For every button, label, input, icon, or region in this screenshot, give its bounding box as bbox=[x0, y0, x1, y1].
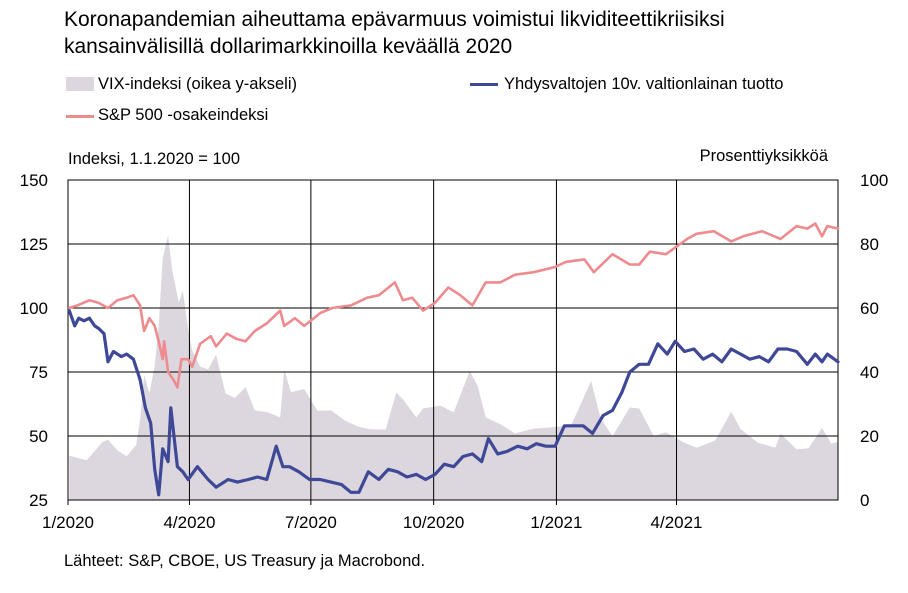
x-tick-label: 1/2021 bbox=[530, 513, 582, 532]
plot-frame bbox=[67, 179, 839, 501]
chart-title-line-1: Koronapandemian aiheuttama epävarmuus vo… bbox=[64, 8, 725, 31]
x-tick-label: 7/2020 bbox=[285, 513, 337, 532]
y-right-tick-label: 100 bbox=[860, 171, 888, 190]
y-right-tick-label: 80 bbox=[860, 235, 879, 254]
right-axis-label: Prosenttiyksikköä bbox=[700, 147, 829, 165]
y-left-tick-label: 125 bbox=[20, 235, 48, 254]
x-tick-label: 4/2021 bbox=[651, 513, 703, 532]
series-vix-area bbox=[69, 235, 839, 500]
chart-title-line-2: kansainvälisillä dollarimarkkinoilla kev… bbox=[64, 35, 513, 58]
x-tick-label: 4/2020 bbox=[163, 513, 215, 532]
y-left-tick-label: 25 bbox=[29, 491, 48, 510]
y-right-tick-label: 20 bbox=[860, 427, 879, 446]
series-sp500-line bbox=[68, 222, 840, 389]
series-yield-line bbox=[67, 309, 840, 497]
x-tick-label: 1/2020 bbox=[42, 513, 94, 532]
left-axis-label: Indeksi, 1.1.2020 = 100 bbox=[68, 150, 240, 168]
y-left-tick-label: 100 bbox=[20, 299, 48, 318]
y-right-tick-label: 60 bbox=[860, 299, 879, 318]
y-left-tick-label: 50 bbox=[29, 427, 48, 446]
chart-title: Koronapandemian aiheuttama epävarmuus vo… bbox=[64, 6, 894, 60]
x-tick-label: 10/2020 bbox=[403, 513, 464, 532]
y-right-tick-label: 0 bbox=[860, 491, 869, 510]
y-left-tick-label: 150 bbox=[20, 171, 48, 190]
y-left-tick-label: 75 bbox=[29, 363, 48, 382]
y-right-tick-label: 40 bbox=[860, 363, 879, 382]
source-note: Lähteet: S&P, CBOE, US Treasury ja Macro… bbox=[64, 552, 426, 570]
